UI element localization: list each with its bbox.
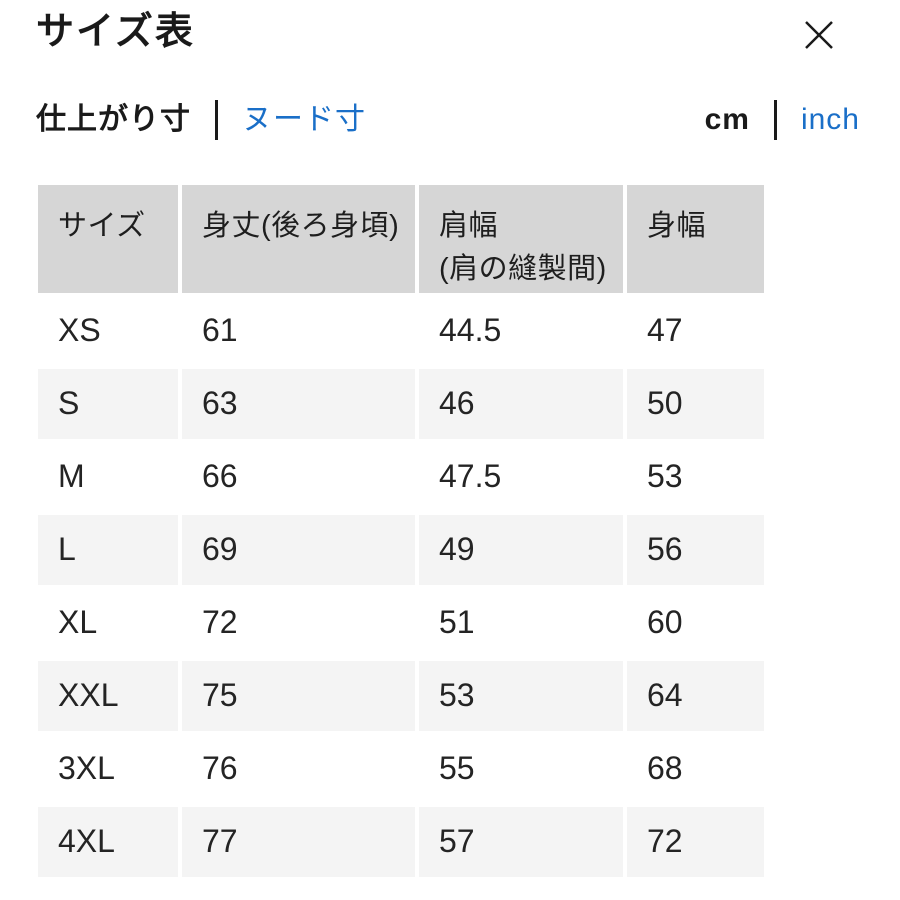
tab-unit-cm[interactable]: cm	[704, 102, 750, 136]
close-button[interactable]	[802, 10, 836, 52]
unit-toggle: cm inch	[704, 99, 860, 140]
measurement-cell: 53	[627, 441, 764, 512]
size-cell: L	[38, 514, 178, 585]
measurement-toggle: 仕上がり寸 ヌード寸	[36, 99, 366, 140]
table-row: XXL 75 53 64	[38, 660, 764, 731]
close-icon	[805, 21, 833, 49]
column-header-label: 肩幅	[439, 209, 499, 242]
measurement-cell: 49	[419, 514, 623, 585]
measurement-cell: 53	[419, 660, 623, 731]
table-row: 4XL 77 57 72	[38, 806, 764, 877]
size-cell: M	[38, 441, 178, 512]
column-header-label: 身幅	[647, 209, 707, 242]
column-header-chest-width: 身幅	[627, 184, 764, 293]
table-header-row: サイズ 身丈(後ろ身頃) 肩幅 (肩の縫製間) 身幅	[38, 184, 764, 293]
column-header-label: サイズ	[58, 209, 146, 242]
measurement-cell: 55	[419, 733, 623, 804]
measurement-cell: 50	[627, 368, 764, 439]
measurement-cell: 46	[419, 368, 623, 439]
tab-finished-measurements[interactable]: 仕上がり寸	[36, 102, 191, 136]
tab-unit-inch[interactable]: inch	[800, 102, 860, 136]
table-row: M 66 47.5 53	[38, 441, 764, 512]
size-cell: XS	[38, 295, 178, 366]
column-header-label: 身丈(後ろ身頃)	[202, 209, 400, 242]
toggle-bar: 仕上がり寸 ヌード寸 cm inch	[0, 99, 900, 140]
measurement-cell: 60	[627, 587, 764, 658]
measurement-cell: 66	[182, 441, 415, 512]
column-header-body-length: 身丈(後ろ身頃)	[182, 184, 415, 293]
measurement-cell: 44.5	[419, 295, 623, 366]
table-row: XL 72 51 60	[38, 587, 764, 658]
size-cell: XL	[38, 587, 178, 658]
measurement-cell: 47	[627, 295, 764, 366]
measurement-cell: 76	[182, 733, 415, 804]
table-row: XS 61 44.5 47	[38, 295, 764, 366]
measurement-cell: 47.5	[419, 441, 623, 512]
measurement-cell: 72	[182, 587, 415, 658]
size-cell: 3XL	[38, 733, 178, 804]
divider	[773, 99, 777, 140]
column-header-sublabel: (肩の縫製間)	[439, 253, 607, 286]
size-cell: S	[38, 368, 178, 439]
measurement-cell: 56	[627, 514, 764, 585]
size-table-body: XS 61 44.5 47 S 63 46 50 M 66 47.5 53 L 69 49 56 XL 72 51 6…	[38, 295, 764, 877]
modal-header: サイズ表	[0, 0, 900, 56]
table-row: L 69 49 56	[38, 514, 764, 585]
table-row: S 63 46 50	[38, 368, 764, 439]
measurement-cell: 68	[627, 733, 764, 804]
column-header-size: サイズ	[38, 184, 178, 293]
measurement-cell: 72	[627, 806, 764, 877]
measurement-cell: 64	[627, 660, 764, 731]
measurement-cell: 69	[182, 514, 415, 585]
measurement-cell: 75	[182, 660, 415, 731]
measurement-cell: 63	[182, 368, 415, 439]
size-table: サイズ 身丈(後ろ身頃) 肩幅 (肩の縫製間) 身幅 XS 61 44.5 47 S 63…	[34, 182, 768, 880]
measurement-cell: 61	[182, 295, 415, 366]
measurement-cell: 77	[182, 806, 415, 877]
column-header-shoulder-width: 肩幅 (肩の縫製間)	[419, 184, 623, 293]
measurement-cell: 57	[419, 806, 623, 877]
divider	[215, 99, 218, 140]
page-title: サイズ表	[36, 11, 195, 53]
measurement-cell: 51	[419, 587, 623, 658]
tab-nude-measurements[interactable]: ヌード寸	[242, 102, 366, 136]
size-cell: XXL	[38, 660, 178, 731]
size-cell: 4XL	[38, 806, 178, 877]
table-row: 3XL 76 55 68	[38, 733, 764, 804]
